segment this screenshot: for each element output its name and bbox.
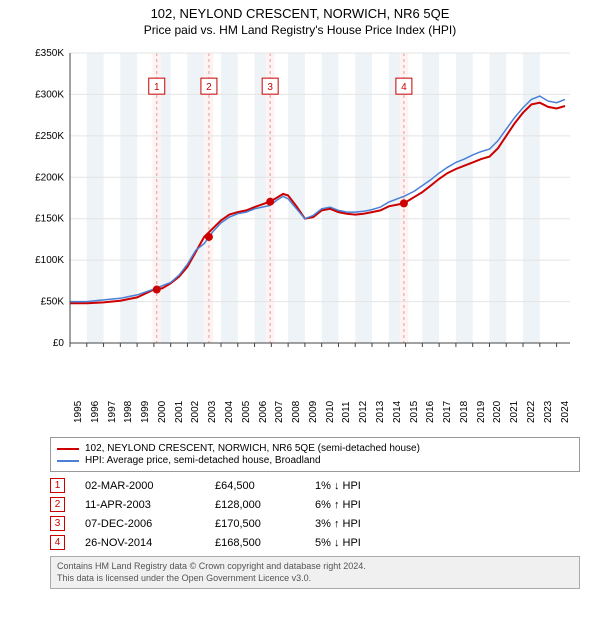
svg-text:2: 2	[206, 82, 212, 93]
footer-line2: This data is licensed under the Open Gov…	[57, 573, 573, 585]
transaction-row: 3 07-DEC-2006£170,5003% ↑ HPI	[50, 516, 580, 531]
svg-text:£100K: £100K	[35, 255, 64, 266]
x-tick-label: 2018	[459, 401, 470, 423]
transaction-delta: 1% ↓ HPI	[315, 480, 415, 492]
x-tick-label: 2015	[409, 401, 420, 423]
transaction-price: £170,500	[215, 518, 315, 530]
x-tick-label: 2016	[425, 401, 436, 423]
x-tick-label: 2009	[308, 401, 319, 423]
legend-label: HPI: Average price, semi-detached house,…	[85, 455, 321, 466]
svg-text:1: 1	[154, 82, 160, 93]
x-tick-label: 2005	[241, 401, 252, 423]
svg-text:4: 4	[401, 82, 407, 93]
x-tick-label: 2004	[224, 401, 235, 423]
x-tick-label: 1998	[123, 401, 134, 423]
transaction-date: 02-MAR-2000	[85, 480, 215, 492]
x-tick-label: 2022	[526, 401, 537, 423]
transaction-date: 11-APR-2003	[85, 499, 215, 511]
x-tick-label: 1995	[73, 401, 84, 423]
x-tick-label: 2002	[190, 401, 201, 423]
chart-container: 102, NEYLOND CRESCENT, NORWICH, NR6 5QE …	[0, 0, 600, 589]
title-block: 102, NEYLOND CRESCENT, NORWICH, NR6 5QE …	[0, 0, 600, 39]
transaction-date: 26-NOV-2014	[85, 537, 215, 549]
transaction-delta: 6% ↑ HPI	[315, 499, 415, 511]
transaction-row: 4 26-NOV-2014£168,5005% ↓ HPI	[50, 535, 580, 550]
attribution-footer: Contains HM Land Registry data © Crown c…	[50, 556, 580, 589]
line-chart-svg: £0 £50K £100K £150K £200K £250K £300K £350K 1 2 3 4	[20, 43, 580, 383]
transaction-row: 1 02-MAR-2000£64,5001% ↓ HPI	[50, 478, 580, 493]
svg-text:£350K: £350K	[35, 48, 64, 59]
transaction-marker: 1	[50, 478, 65, 493]
transaction-table: 102-MAR-2000£64,5001% ↓ HPI211-APR-2003£…	[50, 478, 580, 550]
svg-text:£300K: £300K	[35, 89, 64, 100]
x-tick-label: 2006	[258, 401, 269, 423]
x-tick-label: 2011	[341, 401, 352, 423]
transaction-date: 07-DEC-2006	[85, 518, 215, 530]
x-tick-label: 2012	[358, 401, 369, 423]
transaction-price: £64,500	[215, 480, 315, 492]
footer-line1: Contains HM Land Registry data © Crown c…	[57, 561, 573, 573]
legend-swatch	[57, 460, 79, 462]
x-tick-label: 1997	[107, 401, 118, 423]
svg-text:£0: £0	[53, 338, 65, 349]
x-tick-label: 2007	[274, 401, 285, 423]
x-tick-label: 2017	[442, 401, 453, 423]
transaction-marker: 4	[50, 535, 65, 550]
x-tick-label: 1996	[90, 401, 101, 423]
legend-swatch	[57, 448, 79, 450]
transaction-marker: 2	[50, 497, 65, 512]
transaction-delta: 5% ↓ HPI	[315, 537, 415, 549]
transaction-price: £168,500	[215, 537, 315, 549]
transaction-row: 2 11-APR-2003£128,0006% ↑ HPI	[50, 497, 580, 512]
x-tick-label: 2020	[492, 401, 503, 423]
svg-text:£150K: £150K	[35, 214, 64, 225]
x-tick-label: 2008	[291, 401, 302, 423]
svg-text:£50K: £50K	[41, 297, 65, 308]
x-tick-label: 2001	[174, 401, 185, 423]
x-tick-label: 2013	[375, 401, 386, 423]
x-tick-label: 2021	[509, 401, 520, 423]
x-tick-label: 2010	[325, 401, 336, 423]
chart-plot-area: £0 £50K £100K £150K £200K £250K £300K £350K 1 2 3 4	[20, 43, 580, 383]
x-axis-labels: 1995 1996 1997 1998 1999 2000 2001 2002 2003 2004…	[20, 383, 580, 431]
x-tick-label: 2024	[560, 401, 571, 423]
legend-item: 102, NEYLOND CRESCENT, NORWICH, NR6 5QE …	[57, 443, 573, 454]
transaction-delta: 3% ↑ HPI	[315, 518, 415, 530]
title-subtitle: Price paid vs. HM Land Registry's House …	[10, 23, 590, 37]
transaction-marker: 3	[50, 516, 65, 531]
legend-item: HPI: Average price, semi-detached house,…	[57, 455, 573, 466]
title-address: 102, NEYLOND CRESCENT, NORWICH, NR6 5QE	[10, 6, 590, 21]
svg-text:3: 3	[267, 82, 273, 93]
legend-box: 102, NEYLOND CRESCENT, NORWICH, NR6 5QE …	[50, 437, 580, 472]
x-tick-label: 1999	[140, 401, 151, 423]
x-tick-label: 2019	[476, 401, 487, 423]
legend-label: 102, NEYLOND CRESCENT, NORWICH, NR6 5QE …	[85, 443, 420, 454]
x-tick-label: 2000	[157, 401, 168, 423]
x-tick-label: 2023	[543, 401, 554, 423]
svg-text:£200K: £200K	[35, 172, 64, 183]
svg-text:£250K: £250K	[35, 131, 64, 142]
x-tick-label: 2014	[392, 401, 403, 423]
transaction-price: £128,000	[215, 499, 315, 511]
x-tick-label: 2003	[207, 401, 218, 423]
